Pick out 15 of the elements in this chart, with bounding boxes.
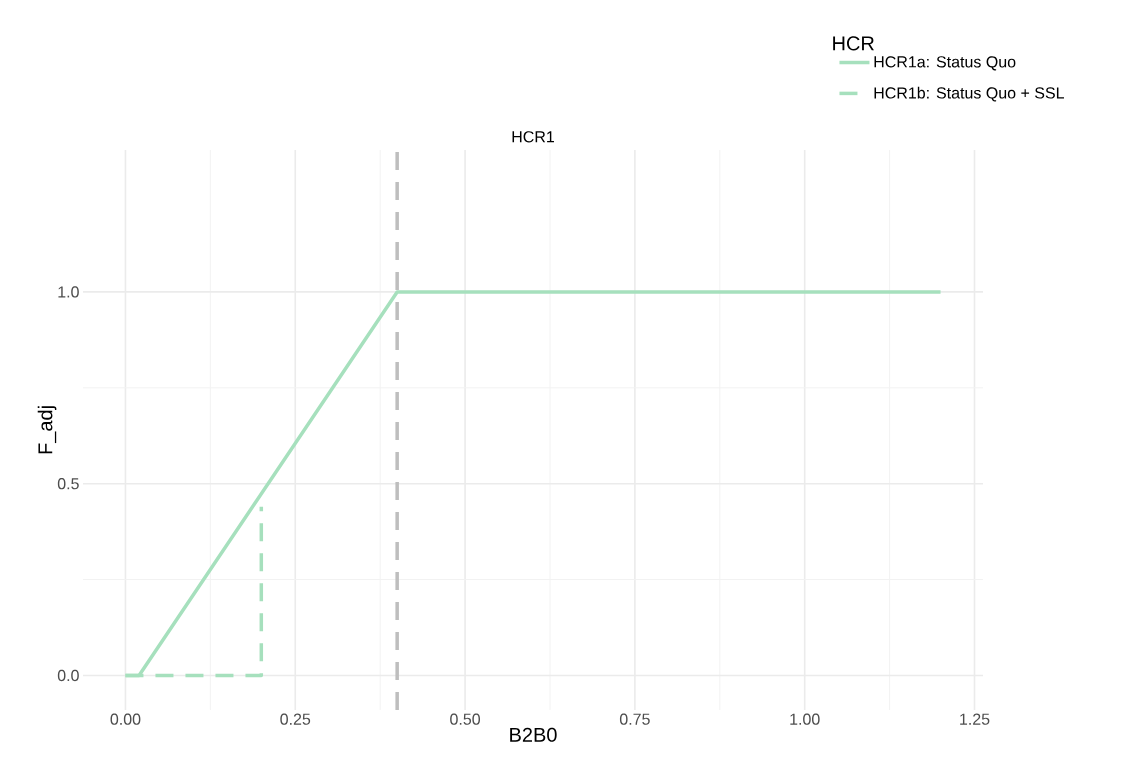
legend-label: HCR1b: Status Quo + SSL — [874, 86, 1064, 102]
x-axis-title: B2B0 — [510, 727, 557, 742]
legend-title: HCR — [833, 36, 874, 51]
x-tick-label: 1.25 — [960, 713, 990, 725]
x-tick-label: 0.00 — [110, 713, 141, 725]
x-tick-label: 0.50 — [450, 713, 481, 725]
x-tick-label: 0.75 — [619, 713, 650, 725]
y-tick-label: 0.0 — [57, 669, 79, 682]
y-axis-title: F_adj — [37, 406, 57, 454]
chart-title: HCR1 — [512, 131, 554, 143]
legend-label: HCR1a: Status Quo — [874, 56, 1016, 71]
y-tick-label: 1.0 — [58, 286, 79, 298]
y-tick-label: 0.5 — [57, 478, 79, 490]
x-tick-label: 1.00 — [790, 713, 820, 725]
x-tick-label: 0.25 — [280, 713, 311, 725]
